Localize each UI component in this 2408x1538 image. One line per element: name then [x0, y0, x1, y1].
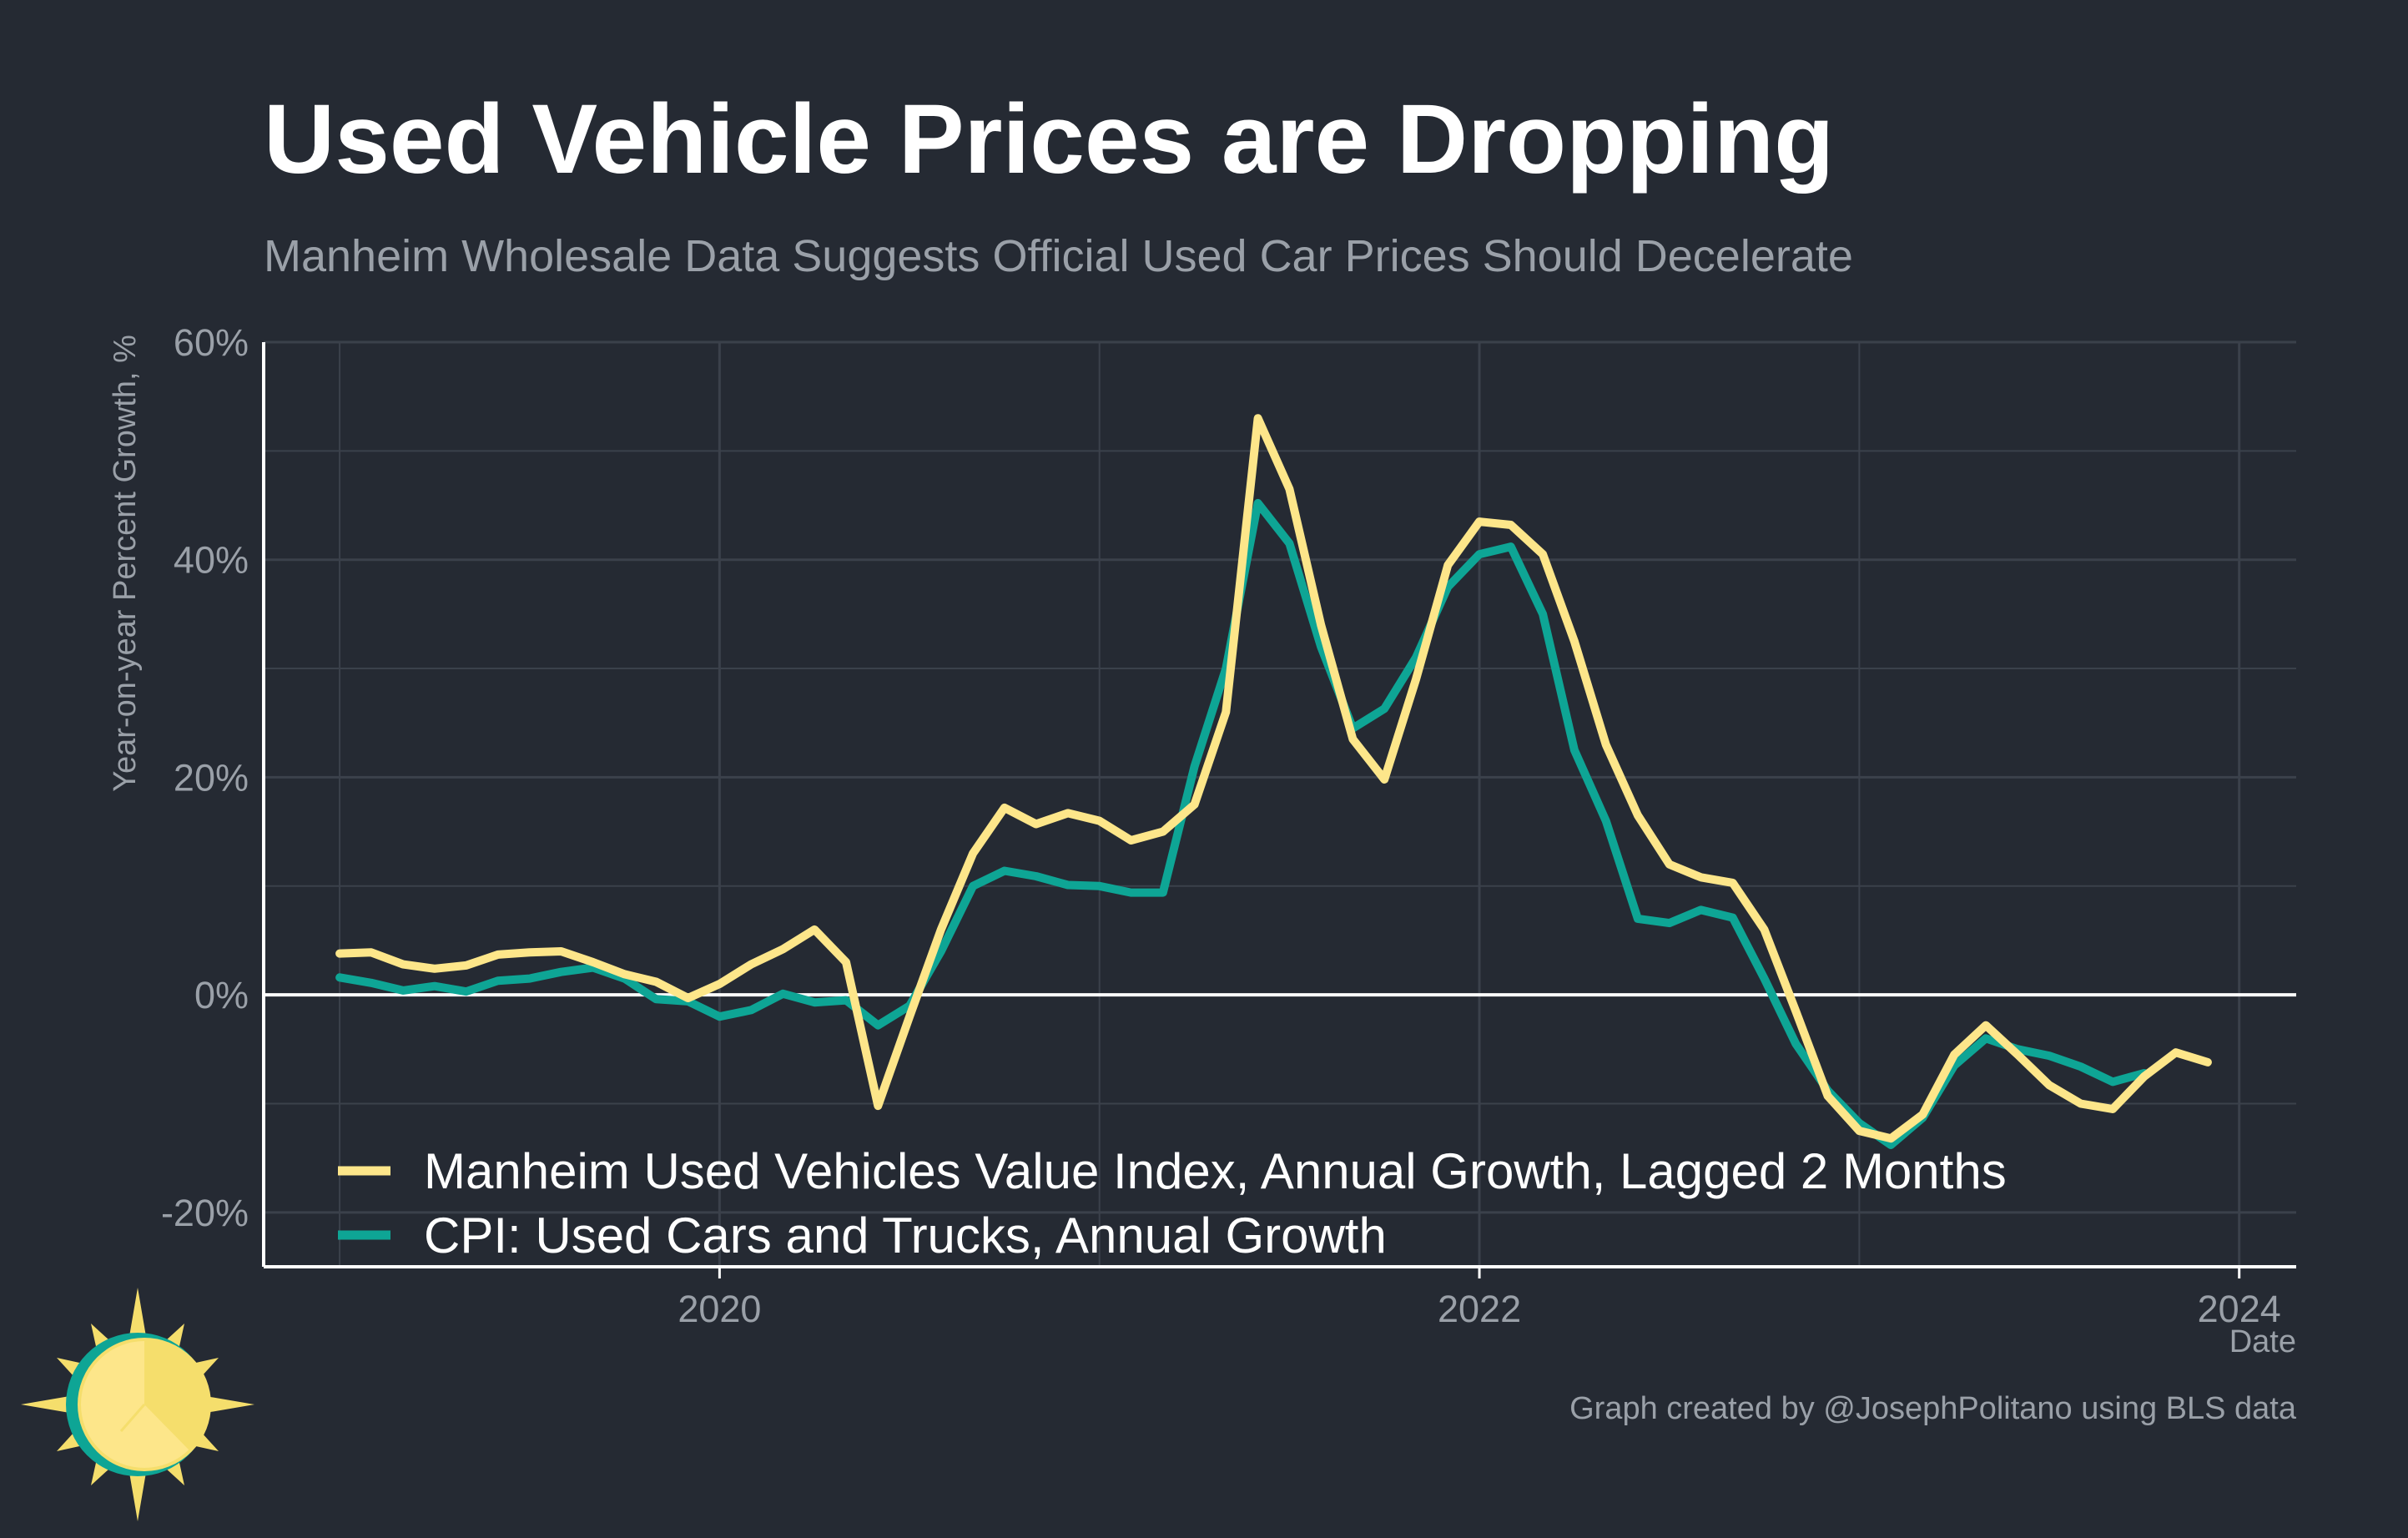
x-tick-label: 2020: [678, 1288, 761, 1330]
chart-title: Used Vehicle Prices are Dropping: [264, 84, 1835, 194]
sun-ray: [128, 1470, 147, 1521]
caption: Graph created by @JosephPolitano using B…: [1569, 1391, 2297, 1426]
y-tick-label: 40%: [174, 539, 249, 582]
x-axis-ticks: 2020 2022 2024: [678, 1267, 2281, 1330]
series-layer: [335, 414, 2212, 1149]
y-tick-label: 20%: [174, 756, 249, 799]
sun-logo-icon: [21, 1288, 254, 1521]
y-axis-title: Year-on-year Percent Growth, %: [108, 335, 143, 792]
y-tick-label: -20%: [161, 1192, 249, 1234]
sun-ray: [204, 1395, 254, 1414]
y-tick-label: 0%: [194, 974, 249, 1016]
x-tick-label: 2022: [1438, 1288, 1521, 1330]
x-axis-title: Date: [2229, 1324, 2296, 1359]
sun-ray: [128, 1288, 147, 1339]
y-axis-ticks: -20% 0% 20% 40% 60%: [161, 321, 249, 1234]
sun-ray: [21, 1395, 72, 1414]
legend-label: CPI: Used Cars and Trucks, Annual Growth: [424, 1208, 1387, 1263]
chart-subtitle: Manheim Wholesale Data Suggests Official…: [264, 231, 1853, 281]
legend: Manheim Used Vehicles Value Index, Annua…: [338, 1143, 2007, 1263]
legend-label: Manheim Used Vehicles Value Index, Annua…: [424, 1143, 2007, 1199]
grid-lines: [264, 340, 2296, 1267]
series-line-manheim: [335, 414, 2212, 1143]
y-tick-label: 60%: [174, 321, 249, 364]
x-tick-label: 2024: [2198, 1288, 2281, 1330]
